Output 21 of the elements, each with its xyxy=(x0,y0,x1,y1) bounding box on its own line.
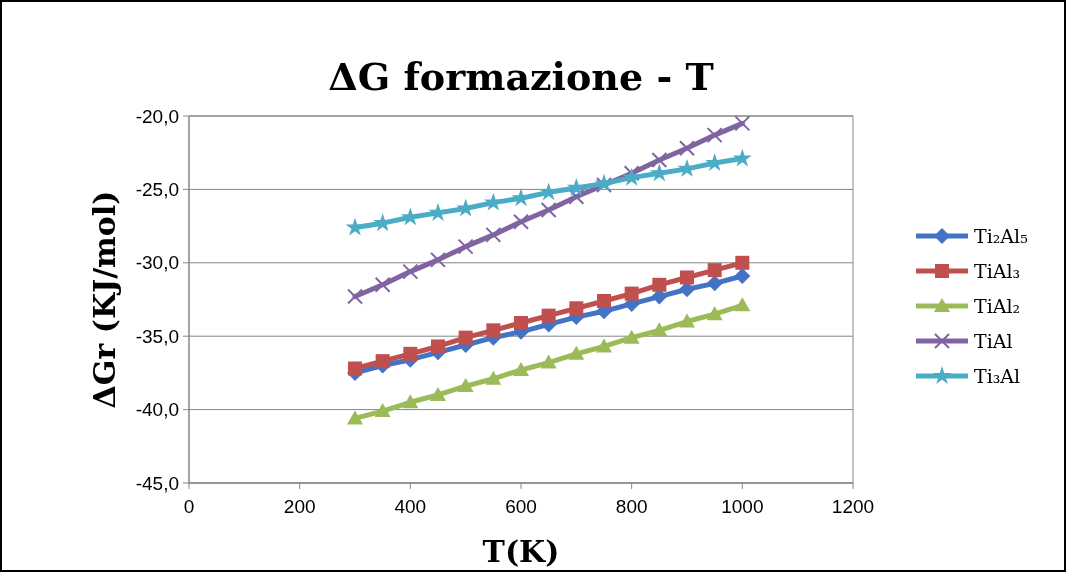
x-tick-label: 600 xyxy=(505,496,537,517)
x-tick-label: 0 xyxy=(183,496,195,517)
x-tick-label: 200 xyxy=(283,496,316,517)
legend-label: TiAl₂ xyxy=(974,294,1021,317)
x-tick-label: 1200 xyxy=(831,496,875,517)
y-tick-label: -40,0 xyxy=(135,399,179,421)
chart-title: ΔG formazione - T xyxy=(328,54,714,99)
legend-label: TiAl₃ xyxy=(974,259,1021,282)
legend-label: Ti₃Al xyxy=(974,364,1021,387)
legend-label: TiAl xyxy=(974,329,1013,352)
y-axis-title: ΔGr (KJ/mol) xyxy=(87,190,122,409)
y-tick-label: -30,0 xyxy=(135,252,179,274)
y-tick-label: -25,0 xyxy=(135,179,179,201)
x-tick-label: 1000 xyxy=(721,496,764,517)
x-tick-label: 800 xyxy=(615,496,648,517)
x-axis-title: T(K) xyxy=(482,534,560,569)
x-tick-label: 400 xyxy=(394,496,427,517)
y-tick-label: -35,0 xyxy=(135,325,179,347)
y-tick-label: -45,0 xyxy=(135,472,179,494)
legend-label: Ti₂Al₅ xyxy=(974,224,1028,247)
y-tick-label: -20,0 xyxy=(135,105,179,127)
